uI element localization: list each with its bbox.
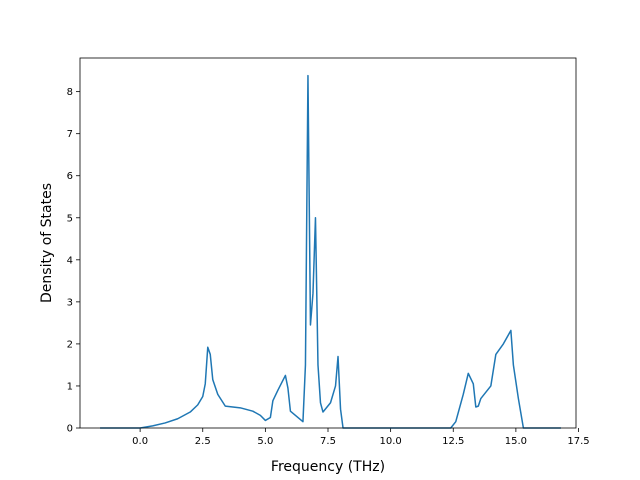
y-axis-ticks: 0 1 2 3 4 5 6 7 8 [67,87,80,435]
x-axis-label: Frequency (THz) [271,459,385,475]
y-tick-label: 5 [67,213,73,224]
x-tick-label: 7.5 [320,436,336,447]
x-tick-label: 12.5 [442,436,464,447]
x-tick-label: 5.0 [257,436,273,447]
plot-frame [79,57,577,429]
plot-area [80,58,576,428]
y-tick-label: 4 [67,255,73,266]
y-tick-label: 8 [67,87,73,98]
x-tick-label: 10.0 [379,436,401,447]
dos-curve [100,74,561,429]
x-tick-label: 17.5 [567,436,589,447]
y-tick-label: 3 [67,297,73,308]
y-tick-label: 1 [67,381,73,392]
x-tick-label: 0.0 [132,436,148,447]
y-axis-label: Density of States [39,183,55,303]
y-tick-label: 0 [67,424,73,435]
y-tick-label: 6 [67,171,73,182]
x-tick-label: 2.5 [195,436,211,447]
x-tick-label: 15.0 [505,436,527,447]
x-axis-ticks: 0.0 2.5 5.0 7.5 10.0 12.5 15.0 17.5 [132,428,590,447]
y-tick-label: 2 [67,339,73,350]
y-tick-label: 7 [67,129,73,140]
